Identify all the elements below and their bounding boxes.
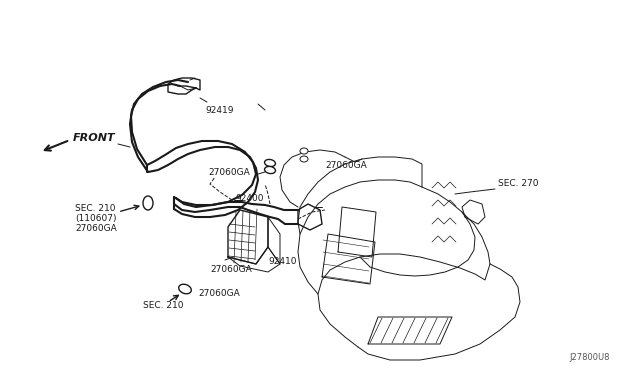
- Ellipse shape: [264, 160, 275, 167]
- Text: 27060GA: 27060GA: [325, 160, 367, 170]
- Text: (110607): (110607): [75, 214, 116, 222]
- Text: 27060GA: 27060GA: [198, 289, 240, 298]
- Text: 27060GA: 27060GA: [208, 167, 250, 176]
- Ellipse shape: [179, 284, 191, 294]
- Text: 27060GA: 27060GA: [210, 266, 252, 275]
- Text: 92400: 92400: [235, 193, 264, 202]
- Text: J27800U8: J27800U8: [570, 353, 610, 362]
- Text: 92419: 92419: [205, 106, 234, 115]
- Text: FRONT: FRONT: [73, 133, 116, 143]
- Ellipse shape: [143, 196, 153, 210]
- Ellipse shape: [300, 156, 308, 162]
- Text: 92410: 92410: [268, 257, 296, 266]
- Text: SEC. 270: SEC. 270: [498, 179, 538, 187]
- Text: 27060GA: 27060GA: [75, 224, 116, 232]
- Text: SEC. 210: SEC. 210: [75, 203, 115, 212]
- Ellipse shape: [300, 148, 308, 154]
- Ellipse shape: [264, 166, 275, 174]
- Text: SEC. 210: SEC. 210: [143, 301, 184, 311]
